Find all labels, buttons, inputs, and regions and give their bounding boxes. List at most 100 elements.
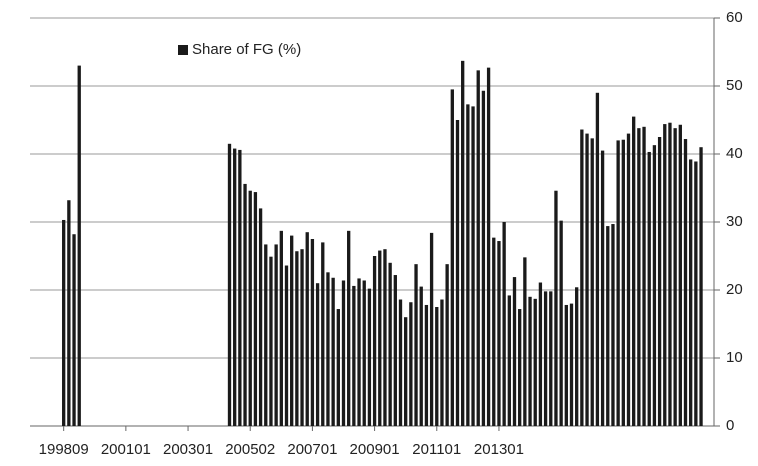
bar — [347, 230, 351, 426]
bar — [528, 296, 532, 426]
bar — [362, 280, 366, 426]
bar — [642, 126, 646, 427]
bar — [626, 133, 631, 426]
bar — [689, 159, 693, 426]
y-tick-label: 60 — [726, 9, 743, 26]
bar — [404, 317, 408, 426]
bar — [564, 304, 568, 426]
bar — [637, 128, 641, 426]
bar — [580, 129, 584, 426]
bar — [424, 304, 429, 426]
bar — [435, 307, 439, 426]
bar — [518, 309, 522, 426]
x-tick-label: 200901 — [350, 441, 400, 458]
bar — [295, 251, 299, 426]
bar — [471, 106, 475, 427]
bar — [600, 150, 605, 426]
bar — [450, 89, 454, 427]
x-tick-label: 199809 — [39, 441, 89, 458]
bar — [559, 220, 563, 426]
bar — [699, 147, 703, 426]
bar — [409, 302, 413, 426]
bar — [393, 275, 397, 426]
bar — [440, 299, 444, 426]
bar — [367, 288, 372, 426]
bar — [445, 264, 449, 426]
bar — [233, 148, 237, 426]
bar — [269, 256, 273, 426]
bar — [497, 241, 501, 426]
x-tick-label: 200301 — [163, 441, 213, 458]
bar — [357, 278, 361, 426]
bar — [243, 183, 247, 426]
bar — [77, 65, 81, 426]
bar — [549, 291, 553, 426]
y-tick-label: 30 — [726, 213, 743, 230]
bar — [694, 161, 698, 427]
y-tick-label: 0 — [726, 417, 734, 434]
legend-label: Share of FG (%) — [192, 41, 301, 58]
bar — [305, 232, 309, 426]
bar — [455, 120, 460, 426]
bar — [668, 122, 672, 426]
y-tick-label: 20 — [726, 281, 743, 298]
bar — [238, 149, 242, 427]
bar — [621, 139, 625, 426]
bar — [315, 283, 320, 426]
bar — [554, 190, 558, 426]
bar — [398, 299, 403, 426]
bar — [300, 249, 304, 426]
bar — [657, 137, 662, 426]
bar — [62, 219, 66, 426]
bar — [507, 295, 511, 426]
bar — [72, 234, 76, 426]
bar — [481, 90, 486, 426]
bar — [611, 224, 615, 426]
bar — [466, 104, 470, 427]
bar — [414, 264, 418, 426]
bar — [647, 151, 651, 426]
bar — [248, 190, 252, 426]
bar — [678, 124, 682, 426]
bar — [632, 116, 636, 426]
bar — [590, 138, 594, 427]
bar — [575, 287, 579, 426]
y-tick-label: 10 — [726, 349, 743, 366]
bar — [616, 140, 620, 426]
bar — [321, 242, 325, 426]
bar — [673, 128, 677, 426]
bar — [595, 92, 600, 427]
bar — [341, 280, 346, 426]
bar — [569, 303, 574, 426]
bar — [585, 133, 589, 426]
bar — [274, 244, 278, 426]
bar — [663, 124, 667, 426]
bar — [476, 70, 480, 427]
bar — [378, 250, 382, 426]
bar — [543, 291, 548, 426]
bar — [258, 208, 263, 426]
bar — [523, 257, 527, 426]
bar — [336, 309, 340, 426]
bar — [372, 256, 377, 426]
bar — [279, 230, 283, 426]
x-tick-label: 200101 — [101, 441, 151, 458]
bar — [512, 277, 517, 426]
y-tick-label: 50 — [726, 77, 743, 94]
y-tick-label: 40 — [726, 145, 743, 162]
bar — [326, 272, 330, 426]
bar — [331, 277, 335, 426]
bar — [253, 192, 258, 426]
bar — [264, 244, 268, 426]
bar — [284, 265, 289, 426]
bar — [290, 235, 294, 426]
bar — [419, 286, 423, 426]
bar — [383, 249, 387, 426]
bar — [227, 143, 232, 427]
bar — [606, 226, 610, 426]
x-tick-label: 200701 — [287, 441, 337, 458]
bar — [486, 67, 491, 426]
bar — [652, 145, 657, 426]
bar — [683, 139, 688, 427]
